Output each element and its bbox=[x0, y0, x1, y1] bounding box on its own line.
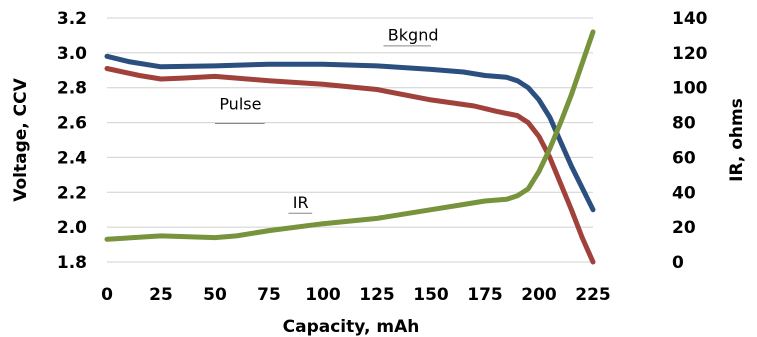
y2-tick-label: 120 bbox=[672, 44, 708, 64]
tick-labels: 0 25 50 75 100 125 150 175 200 2251.82.02.22.42.6… bbox=[57, 9, 708, 305]
y2-tick-label: 0 bbox=[672, 253, 684, 273]
x-tick-label: 225 bbox=[575, 285, 611, 305]
x-axis-title: Capacity, mAh bbox=[283, 317, 420, 337]
y2-tick-label: 140 bbox=[672, 9, 708, 29]
x-tick-label: 175 bbox=[467, 285, 503, 305]
y2-tick-label: 80 bbox=[672, 114, 696, 134]
y2-tick-label: 40 bbox=[672, 183, 696, 203]
y-axis-title: Voltage, CCV bbox=[11, 77, 31, 201]
y-tick-label: 3.0 bbox=[57, 44, 87, 64]
x-tick-label: 75 bbox=[257, 285, 281, 305]
y2-tick-label: 100 bbox=[672, 79, 708, 99]
series-line-bkgnd bbox=[104, 53, 596, 213]
x-tick-label: 25 bbox=[149, 285, 173, 305]
x-tick-label: 100 bbox=[305, 285, 341, 305]
series-labels: Bkgnd Pulse IR bbox=[215, 26, 439, 214]
gridlines bbox=[107, 17, 593, 263]
y-tick-label: 1.8 bbox=[57, 253, 87, 273]
series-line-ir bbox=[104, 29, 596, 242]
y-tick-label: 2.6 bbox=[57, 114, 87, 134]
x-tick-label: 150 bbox=[413, 285, 449, 305]
y-tick-label: 2.4 bbox=[57, 148, 87, 168]
series-lines bbox=[104, 29, 596, 265]
x-tick-label: 200 bbox=[521, 285, 557, 305]
x-tick-label: 125 bbox=[359, 285, 395, 305]
series-label-bkgnd: Bkgnd bbox=[388, 26, 439, 45]
series-label-pulse: Pulse bbox=[219, 95, 261, 114]
series-line-pulse bbox=[104, 66, 596, 265]
x-tick-label: 0 bbox=[101, 285, 113, 305]
y2-tick-label: 20 bbox=[672, 218, 696, 238]
y-tick-label: 2.2 bbox=[57, 183, 87, 203]
y-tick-label: 2.0 bbox=[57, 218, 87, 238]
y-tick-label: 2.8 bbox=[57, 79, 87, 99]
y-tick-label: 3.2 bbox=[57, 9, 87, 29]
y2-tick-label: 60 bbox=[672, 148, 696, 168]
y2-axis-title: IR, ohms bbox=[727, 98, 747, 182]
x-tick-label: 50 bbox=[203, 285, 227, 305]
series-label-ir: IR bbox=[293, 193, 309, 212]
